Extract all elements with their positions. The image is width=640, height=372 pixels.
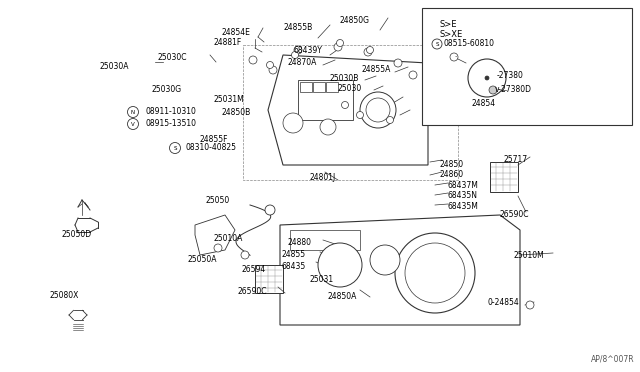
Bar — [490, 162, 518, 192]
Circle shape — [337, 39, 344, 46]
Circle shape — [214, 244, 222, 252]
Circle shape — [265, 205, 275, 215]
Bar — [300, 82, 312, 92]
Circle shape — [320, 119, 336, 135]
Circle shape — [294, 46, 302, 54]
Bar — [290, 230, 360, 250]
Circle shape — [395, 233, 475, 313]
Text: 24855F: 24855F — [200, 135, 228, 144]
Text: v-27380D: v-27380D — [495, 86, 532, 94]
Text: 25030A: 25030A — [100, 62, 129, 71]
Text: S: S — [173, 145, 177, 151]
Circle shape — [405, 243, 465, 303]
Circle shape — [356, 112, 364, 119]
Circle shape — [485, 76, 489, 80]
Text: 24860: 24860 — [440, 170, 464, 179]
Text: 26590C: 26590C — [238, 287, 268, 296]
Text: 24880: 24880 — [288, 238, 312, 247]
Text: 24801J: 24801J — [310, 173, 336, 183]
Text: 08515-60810: 08515-60810 — [443, 39, 494, 48]
Text: 25031: 25031 — [310, 275, 334, 284]
Circle shape — [241, 251, 249, 259]
Circle shape — [127, 106, 138, 118]
Circle shape — [318, 243, 362, 287]
Text: 24854: 24854 — [472, 99, 496, 108]
Circle shape — [526, 301, 534, 309]
Text: 25030B: 25030B — [330, 74, 360, 83]
Text: S>XE: S>XE — [440, 30, 463, 39]
Polygon shape — [268, 55, 428, 165]
Bar — [255, 265, 283, 293]
Text: 24855B: 24855B — [283, 23, 312, 32]
Circle shape — [283, 113, 303, 133]
Text: 24855: 24855 — [282, 250, 306, 259]
Bar — [243, 45, 458, 180]
Circle shape — [366, 98, 390, 122]
Text: 68437M: 68437M — [448, 181, 479, 190]
Text: 08310-40825: 08310-40825 — [186, 144, 237, 153]
Text: 25030G: 25030G — [151, 85, 181, 94]
Text: S: S — [435, 42, 439, 46]
Text: 24855A: 24855A — [362, 65, 392, 74]
Text: V: V — [131, 122, 135, 126]
Circle shape — [450, 53, 458, 61]
Text: 24850G: 24850G — [340, 16, 370, 25]
Text: 0-24854: 0-24854 — [488, 298, 520, 307]
Text: 08915-13510: 08915-13510 — [145, 119, 196, 128]
Text: 24854E: 24854E — [222, 28, 251, 37]
Text: -27380: -27380 — [497, 71, 524, 80]
Circle shape — [387, 116, 394, 124]
Circle shape — [432, 39, 442, 49]
Circle shape — [249, 56, 257, 64]
Text: 26594: 26594 — [242, 265, 266, 274]
Text: 24850A: 24850A — [328, 292, 357, 301]
Circle shape — [409, 71, 417, 79]
Circle shape — [334, 43, 342, 51]
Polygon shape — [280, 215, 520, 325]
Text: 24870A: 24870A — [288, 58, 317, 67]
Text: 25010M: 25010M — [514, 251, 545, 260]
Text: 25030C: 25030C — [157, 53, 186, 62]
Text: 25050: 25050 — [206, 196, 230, 205]
Text: 68435N: 68435N — [448, 191, 478, 200]
Text: 26590C: 26590C — [500, 210, 529, 219]
Text: 24881F: 24881F — [213, 38, 241, 47]
Text: 25031M: 25031M — [214, 95, 244, 104]
Circle shape — [269, 66, 277, 74]
Circle shape — [468, 59, 506, 97]
Text: 25717: 25717 — [504, 155, 528, 164]
Text: AP/8^007R: AP/8^007R — [591, 355, 635, 364]
Circle shape — [394, 59, 402, 67]
Text: 25050A: 25050A — [188, 255, 218, 264]
Text: 68435M: 68435M — [448, 202, 479, 211]
Circle shape — [342, 102, 349, 109]
Polygon shape — [195, 215, 235, 255]
Text: 24850: 24850 — [440, 160, 464, 169]
Text: 08911-10310: 08911-10310 — [145, 108, 196, 116]
Text: 25010A: 25010A — [213, 234, 243, 243]
Circle shape — [170, 142, 180, 154]
Circle shape — [367, 46, 374, 54]
Circle shape — [360, 92, 396, 128]
Text: 68439Y: 68439Y — [293, 46, 322, 55]
Text: 25050D: 25050D — [62, 230, 92, 239]
Bar — [326, 82, 338, 92]
Bar — [298, 80, 353, 120]
Circle shape — [127, 119, 138, 129]
Circle shape — [489, 86, 497, 94]
Text: 25080X: 25080X — [50, 291, 79, 300]
Bar — [422, 8, 632, 125]
Circle shape — [370, 245, 400, 275]
Text: 25030: 25030 — [338, 84, 362, 93]
Bar — [313, 82, 325, 92]
Text: 68435: 68435 — [282, 262, 307, 271]
Circle shape — [364, 48, 372, 56]
Text: N: N — [131, 109, 135, 115]
Circle shape — [291, 51, 298, 58]
Circle shape — [266, 61, 273, 68]
Text: 24850B: 24850B — [222, 108, 252, 117]
Text: ·: · — [454, 54, 456, 60]
Text: S>E: S>E — [440, 20, 458, 29]
